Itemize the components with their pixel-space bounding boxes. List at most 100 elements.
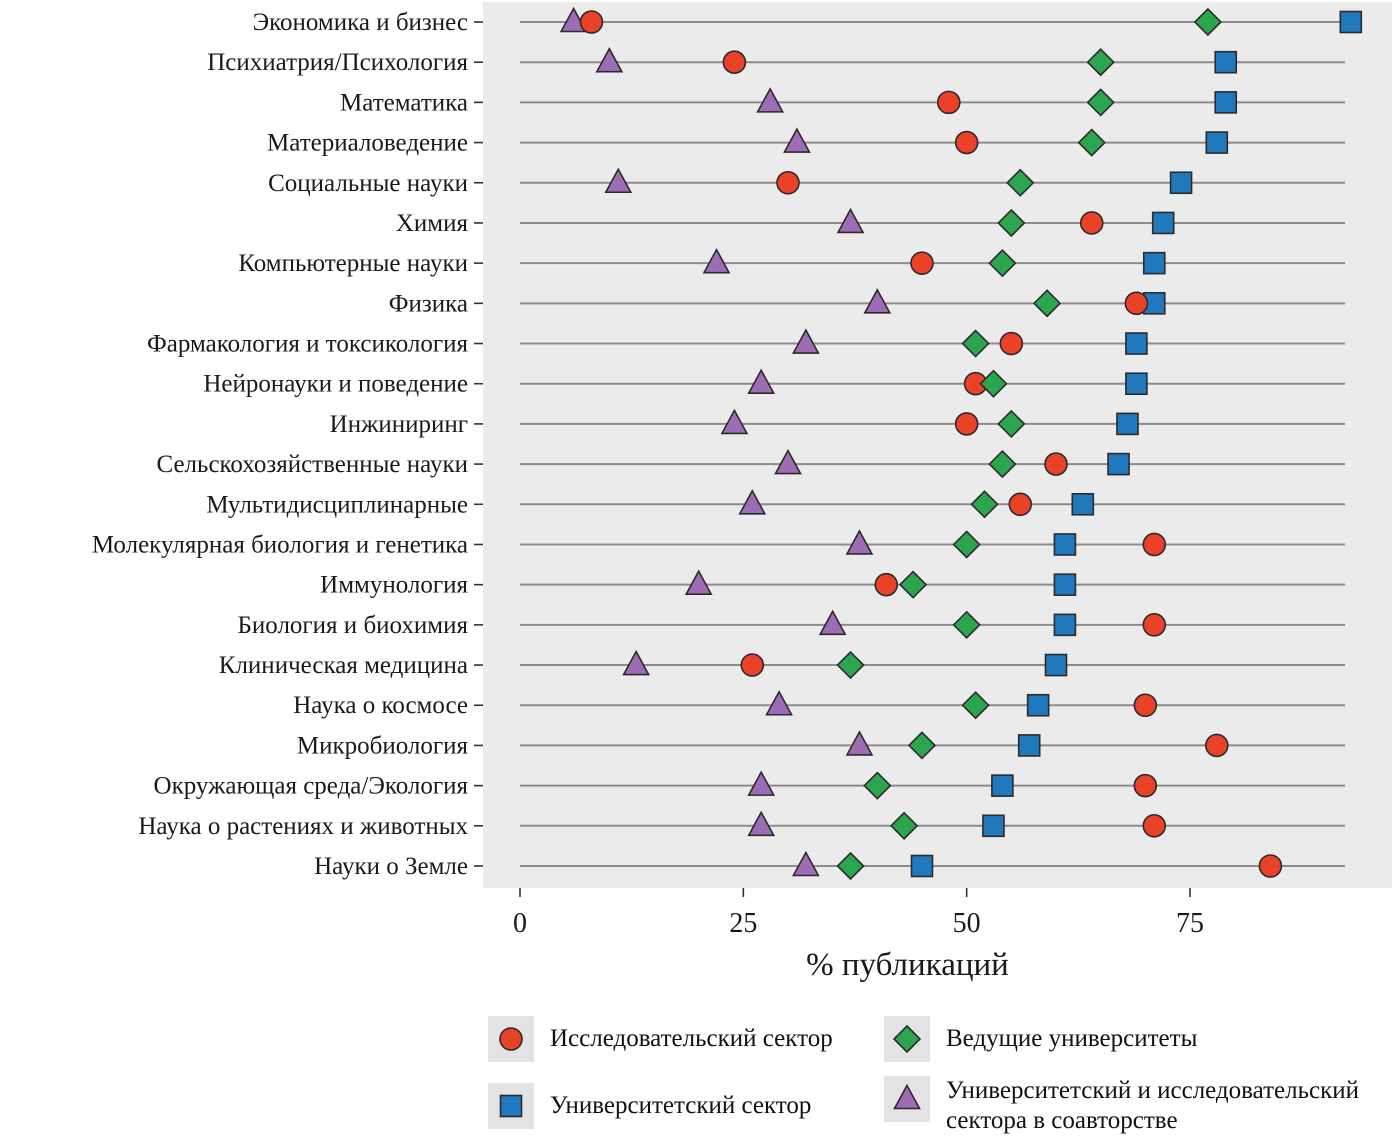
marker-square — [1116, 412, 1139, 436]
marker-circle — [1044, 452, 1068, 476]
legend-item-coauthorship: Университетский и исследовательский сект… — [884, 1076, 1388, 1136]
marker-triangle — [845, 730, 874, 756]
marker-triangle — [747, 368, 776, 395]
triangle-marker-icon — [884, 1076, 930, 1122]
marker-diamond — [961, 691, 990, 720]
marker-square — [1053, 573, 1077, 596]
category-label: Науки о Земле — [314, 853, 468, 880]
marker-triangle — [863, 288, 892, 314]
marker-diamond — [961, 329, 990, 358]
dot-plot-chart: Экономика и бизнес Психиатрия/Психология М… — [92, 2, 1392, 983]
marker-square — [1125, 372, 1148, 396]
legend-label: Исследовательский сектор — [550, 1025, 833, 1052]
category-label: Нейронауки и поведение — [203, 371, 468, 398]
legend-glyph-diamond — [892, 1024, 922, 1054]
category-label: Химия — [396, 210, 469, 237]
marker-circle — [722, 50, 747, 74]
marker-diamond — [997, 409, 1026, 439]
category-label: Наука о космосе — [293, 692, 468, 719]
marker-circle — [1142, 814, 1167, 838]
marker-diamond — [836, 851, 865, 881]
marker-diamond — [1193, 7, 1223, 37]
marker-diamond — [898, 570, 928, 599]
legend: Исследовательский сектор Ведущие универс… — [488, 1016, 1388, 1136]
marker-circle — [1205, 733, 1229, 758]
marker-square — [991, 774, 1014, 797]
legend-item-leading-universities: Ведущие университеты — [884, 1016, 1388, 1062]
marker-circle — [740, 653, 765, 677]
marker-diamond — [970, 490, 999, 519]
marker-circle — [1142, 613, 1167, 637]
marker-triangle — [783, 127, 811, 153]
marker-diamond — [979, 369, 1008, 398]
marker-square — [1339, 10, 1363, 34]
marker-triangle — [702, 247, 731, 274]
marker-circle — [579, 10, 604, 34]
marker-circle — [954, 412, 979, 436]
category-label: Математика — [340, 89, 468, 116]
marker-circle — [1079, 211, 1104, 235]
marker-triangle — [684, 569, 713, 595]
marker-triangle — [893, 1083, 921, 1110]
series-triangle — [559, 6, 892, 877]
marker-circle — [1258, 854, 1283, 878]
marker-triangle — [845, 529, 874, 555]
marker-square — [1107, 452, 1130, 476]
x-tick-label: 25 — [729, 908, 757, 939]
marker-square — [1205, 131, 1229, 154]
circle-marker-icon — [488, 1016, 534, 1062]
marker-triangle — [604, 167, 633, 194]
marker-diamond — [1006, 168, 1035, 197]
category-label: Фармакология и токсикология — [147, 331, 468, 358]
marker-triangle — [622, 649, 650, 676]
legend-glyph-circle — [499, 1027, 523, 1051]
marker-square — [982, 814, 1005, 838]
marker-square — [1214, 50, 1238, 74]
category-label: Молекулярная биология и генетика — [92, 531, 468, 558]
marker-diamond — [1032, 289, 1062, 318]
category-label: Инжиниринг — [330, 411, 468, 438]
marker-triangle — [765, 690, 793, 716]
x-axis-label: % публикаций — [806, 947, 1009, 983]
marker-triangle — [747, 810, 776, 837]
marker-triangle — [747, 770, 776, 796]
category-label: Материаловедение — [267, 130, 468, 157]
marker-triangle — [792, 328, 820, 354]
marker-triangle — [720, 408, 749, 435]
category-label: Мультидисциплинарные — [206, 491, 468, 518]
category-label: Окружающая среда/Экология — [154, 773, 469, 800]
category-label: Наука о растениях и животных — [138, 813, 468, 840]
marker-circle — [910, 251, 934, 275]
marker-triangle — [836, 207, 865, 234]
marker-triangle — [774, 448, 802, 475]
marker-circle — [499, 1027, 523, 1051]
legend-label: Ведущие университеты — [946, 1025, 1198, 1052]
marker-diamond — [836, 650, 865, 680]
marker-circle — [1142, 532, 1167, 557]
marker-circle — [1124, 291, 1149, 316]
marker-square — [1044, 653, 1068, 677]
marker-square — [1125, 332, 1148, 355]
marker-square — [1214, 91, 1238, 114]
legend-glyph-square — [499, 1094, 523, 1118]
dot-plot-svg: Экономика и бизнес Психиатрия/Психология М… — [92, 2, 1392, 983]
marker-square — [499, 1094, 523, 1118]
diamond-marker-icon — [884, 1016, 930, 1062]
marker-square — [1169, 171, 1193, 195]
marker-circle — [999, 331, 1024, 356]
marker-diamond — [1086, 88, 1115, 117]
marker-triangle — [792, 850, 820, 877]
marker-square — [1017, 734, 1041, 757]
legend-item-research-sector: Исследовательский сектор — [488, 1016, 880, 1062]
marker-square — [1142, 251, 1166, 275]
marker-circle — [1133, 693, 1158, 718]
marker-diamond — [988, 249, 1017, 278]
marker-diamond — [997, 208, 1026, 238]
marker-square — [910, 854, 934, 878]
marker-circle — [874, 572, 899, 597]
marker-diamond — [1077, 128, 1106, 157]
category-label: Социальные науки — [268, 170, 468, 197]
marker-triangle — [756, 87, 784, 113]
marker-square — [1151, 211, 1175, 235]
marker-square — [1053, 613, 1077, 637]
